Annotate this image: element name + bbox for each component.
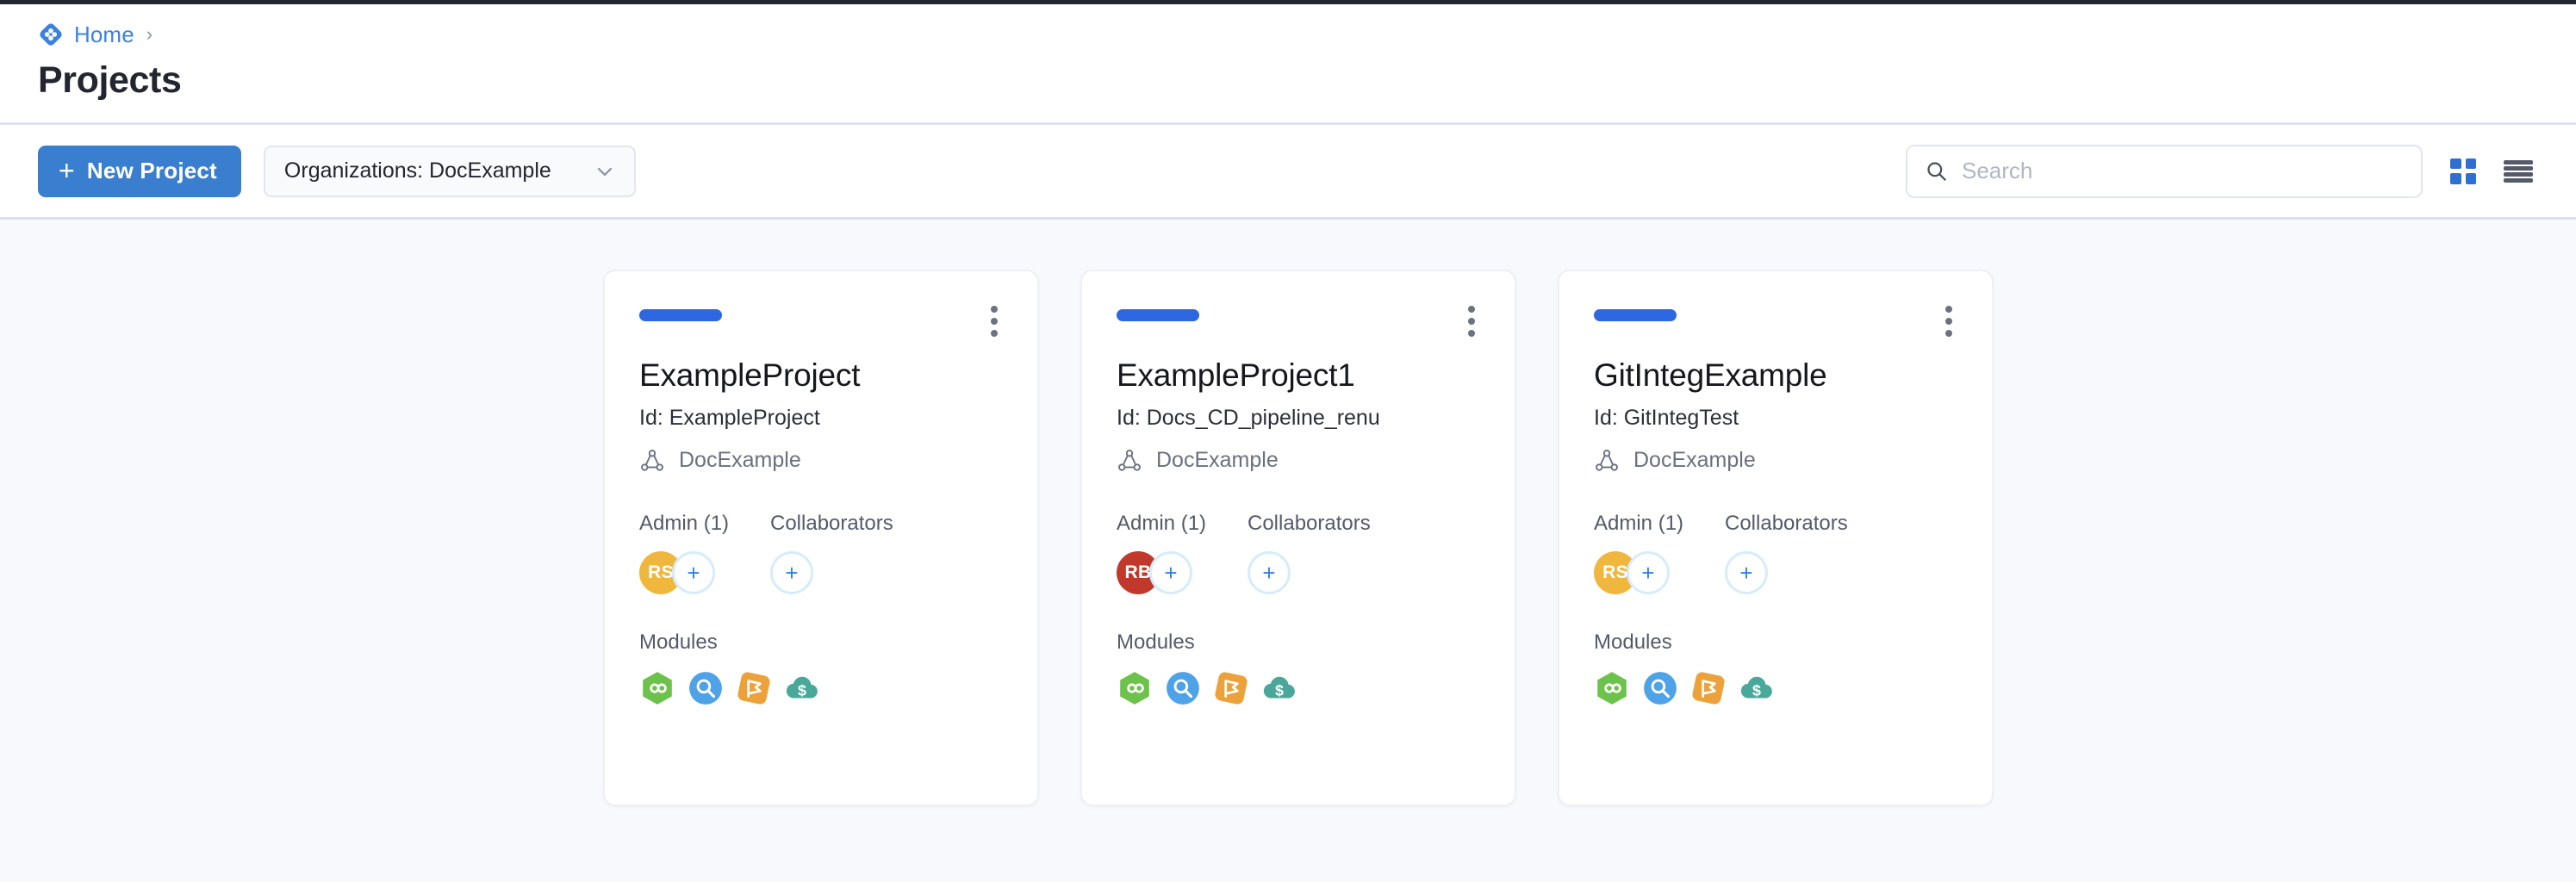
modules-list: $ (639, 670, 1003, 706)
admin-column: Admin (1) RS + (639, 512, 743, 594)
admin-avatars: RB + (1117, 550, 1220, 594)
collaborator-avatars: + (1248, 550, 1371, 594)
add-collaborator-button[interactable]: + (770, 550, 813, 594)
card-header (639, 304, 1003, 338)
project-card-grid: ExampleProject Id: ExampleProject DocExa… (0, 270, 2576, 807)
admin-label: Admin (1) (1594, 511, 1684, 535)
admin-label: Admin (1) (1117, 511, 1207, 535)
project-card[interactable]: ExampleProject Id: ExampleProject DocExa… (603, 270, 1039, 807)
add-collaborator-button[interactable]: + (1725, 550, 1768, 594)
collaborators-label: Collaborators (1248, 511, 1371, 535)
people-section: Admin (1) RS + Collaborators + (639, 512, 1003, 594)
security-module-icon[interactable] (688, 670, 724, 706)
projects-toolbar: + New Project Organizations: DocExample (0, 125, 2576, 220)
search-icon (1927, 162, 1946, 182)
project-organization: DocExample (1117, 448, 1480, 474)
project-id: Id: GitIntegTest (1594, 405, 1739, 430)
admin-label: Admin (1) (639, 511, 730, 535)
feature-flags-module-icon[interactable] (1213, 670, 1249, 706)
admin-column: Admin (1) RS + (1594, 512, 1697, 594)
toolbar-right-group (1906, 144, 2538, 198)
breadcrumb-separator: › (146, 23, 153, 45)
projects-content: ExampleProject Id: ExampleProject DocExa… (0, 220, 2576, 882)
admin-avatars: RS + (639, 550, 743, 594)
ci-cd-module-icon[interactable] (639, 670, 675, 706)
search-box[interactable] (1906, 144, 2423, 198)
new-project-button[interactable]: + New Project (38, 145, 241, 197)
collaborators-column: Collaborators + (1725, 512, 1848, 594)
admin-avatars: RS + (1594, 550, 1697, 594)
add-admin-button[interactable]: + (672, 550, 715, 594)
project-name: ExampleProject (639, 357, 861, 394)
more-options-icon[interactable] (986, 304, 1003, 339)
modules-label: Modules (1594, 630, 1672, 654)
project-name: GitIntegExample (1594, 357, 1827, 394)
modules-list: $ (1594, 670, 1957, 706)
cloud-cost-module-icon[interactable]: $ (784, 670, 820, 706)
svg-text:$: $ (798, 681, 806, 699)
security-module-icon[interactable] (1165, 670, 1201, 706)
modules-label: Modules (1117, 630, 1195, 654)
svg-text:$: $ (1752, 681, 1761, 699)
modules-label: Modules (639, 630, 718, 654)
add-collaborator-button[interactable]: + (1248, 550, 1291, 594)
project-id: Id: ExampleProject (639, 405, 820, 430)
project-id: Id: Docs_CD_pipeline_renu (1117, 405, 1380, 430)
organization-select-label: Organizations: DocExample (283, 158, 551, 183)
modules-list: $ (1117, 670, 1480, 706)
project-card[interactable]: GitIntegExample Id: GitIntegTest DocExam… (1558, 270, 1994, 807)
project-card[interactable]: ExampleProject1 Id: Docs_CD_pipeline_ren… (1080, 270, 1516, 807)
card-header (1117, 304, 1480, 338)
project-organization: DocExample (639, 448, 1003, 474)
collaborators-column: Collaborators + (1248, 512, 1371, 594)
card-color-bar (639, 309, 722, 322)
people-section: Admin (1) RS + Collaborators + (1594, 512, 1957, 594)
organization-name: DocExample (679, 448, 801, 473)
organization-icon (641, 449, 663, 471)
svg-text:$: $ (1275, 681, 1284, 699)
cloud-cost-module-icon[interactable]: $ (1739, 670, 1775, 706)
more-options-icon[interactable] (1940, 304, 1957, 339)
more-options-icon[interactable] (1463, 304, 1480, 339)
list-view-icon[interactable] (2504, 159, 2533, 183)
collaborator-avatars: + (1725, 550, 1848, 594)
card-color-bar (1594, 309, 1677, 322)
grid-view-icon[interactable] (2450, 158, 2476, 184)
add-admin-button[interactable]: + (1627, 550, 1670, 594)
admin-column: Admin (1) RB + (1117, 512, 1220, 594)
project-organization: DocExample (1594, 448, 1957, 474)
collaborators-column: Collaborators + (770, 512, 893, 594)
plus-icon: + (59, 154, 75, 186)
add-admin-button[interactable]: + (1149, 550, 1192, 594)
page-header: Home › Projects (0, 4, 2576, 126)
breadcrumb-home-link[interactable]: Home (74, 21, 134, 47)
organization-name: DocExample (1156, 448, 1279, 473)
collaborator-avatars: + (770, 550, 893, 594)
feature-flags-module-icon[interactable] (736, 670, 772, 706)
collaborators-label: Collaborators (770, 511, 893, 535)
project-name: ExampleProject1 (1117, 357, 1355, 394)
organization-icon (1596, 449, 1618, 471)
card-color-bar (1117, 309, 1199, 322)
organization-name: DocExample (1633, 448, 1756, 473)
top-accent-bar (0, 0, 2576, 4)
organization-select[interactable]: Organizations: DocExample (263, 145, 636, 197)
search-input[interactable] (1962, 158, 2404, 185)
page-title: Projects (38, 59, 182, 101)
feature-flags-module-icon[interactable] (1690, 670, 1727, 706)
new-project-label: New Project (86, 158, 217, 184)
view-toggle-group (2450, 158, 2538, 184)
security-module-icon[interactable] (1642, 670, 1678, 706)
ci-cd-module-icon[interactable] (1594, 670, 1630, 706)
people-section: Admin (1) RB + Collaborators + (1117, 512, 1480, 594)
harness-diamond-icon (40, 23, 62, 46)
organization-icon (1118, 449, 1141, 471)
collaborators-label: Collaborators (1725, 511, 1848, 535)
cloud-cost-module-icon[interactable]: $ (1261, 670, 1297, 706)
breadcrumb: Home › (38, 20, 2576, 49)
card-header (1594, 304, 1957, 338)
ci-cd-module-icon[interactable] (1117, 670, 1153, 706)
chevron-down-icon (597, 167, 613, 177)
